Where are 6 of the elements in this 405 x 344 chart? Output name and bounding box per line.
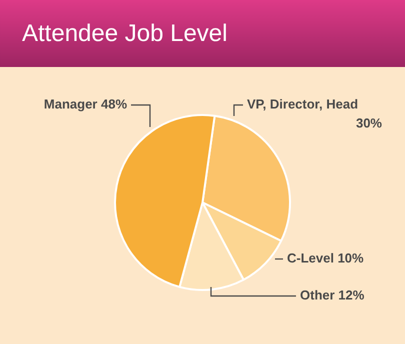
slice-label: Other 12% [300,288,365,303]
slice-label: C-Level 10% [287,250,364,266]
slice-label: Manager 48% [44,96,128,112]
chart-title: Attendee Job Level [22,20,228,48]
data-label: 30% [356,116,382,131]
slice-label: VP, Director, Head [247,96,358,112]
